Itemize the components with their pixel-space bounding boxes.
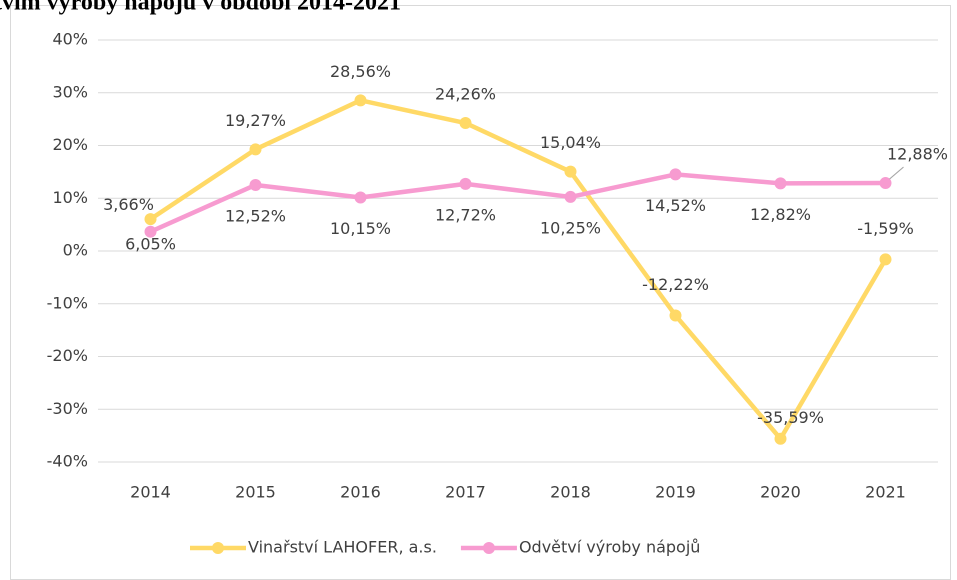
data-point	[144, 225, 157, 238]
y-tick-label: 30%	[52, 82, 88, 101]
data-point	[774, 432, 787, 445]
data-label: 10,15%	[330, 219, 391, 238]
data-label: 12,82%	[750, 205, 811, 224]
data-label: 12,72%	[435, 205, 496, 224]
x-tick-label: 2016	[340, 483, 381, 502]
data-point	[564, 190, 577, 203]
data-point	[249, 143, 262, 156]
y-tick-label: 20%	[52, 135, 88, 154]
x-tick-label: 2021	[865, 483, 906, 502]
y-tick-label: 40%	[52, 30, 88, 49]
data-point	[459, 117, 472, 130]
data-point	[669, 168, 682, 181]
legend-marker	[212, 542, 224, 554]
x-tick-label: 2014	[130, 483, 171, 502]
data-point	[669, 309, 682, 322]
x-tick-label: 2018	[550, 483, 591, 502]
series-line	[149, 98, 888, 441]
leader-line	[889, 166, 904, 180]
x-tick-label: 2020	[760, 483, 801, 502]
data-point	[564, 165, 577, 178]
x-tick-label: 2019	[655, 483, 696, 502]
y-tick-label: -20%	[47, 346, 88, 365]
data-label: 3,66%	[103, 195, 154, 214]
data-point	[354, 94, 367, 107]
data-label: -35,59%	[757, 408, 824, 427]
legend-label: Odvětví výroby nápojů	[519, 538, 700, 557]
y-tick-label: 10%	[52, 188, 88, 207]
data-point	[879, 177, 892, 190]
data-label: 6,05%	[125, 235, 176, 254]
data-point	[459, 177, 472, 190]
data-label: 19,27%	[225, 111, 286, 130]
legend-marker	[482, 542, 495, 554]
chart-border	[10, 5, 951, 580]
data-label: -12,22%	[642, 275, 709, 294]
y-tick-label: -10%	[47, 293, 88, 312]
data-point	[354, 191, 367, 204]
data-point	[879, 253, 892, 266]
y-tick-label: -40%	[47, 452, 88, 471]
legend-label: Vinařství LAHOFER, a.s.	[248, 538, 437, 557]
data-label: -1,59%	[857, 219, 914, 238]
x-tick-label: 2017	[445, 483, 486, 502]
data-point	[144, 213, 157, 226]
data-label: 24,26%	[435, 85, 496, 104]
y-tick-label: -30%	[47, 399, 88, 418]
series-line	[149, 172, 886, 234]
data-label: 12,52%	[225, 206, 286, 225]
data-point	[249, 178, 262, 191]
y-tick-label: 0%	[63, 241, 88, 260]
data-label: 12,88%	[887, 145, 948, 164]
x-tick-label: 2015	[235, 483, 276, 502]
chart-title: tvím výroby nápojů v období 2014-2021	[0, 0, 401, 16]
data-label: 14,52%	[645, 196, 706, 215]
data-label: 28,56%	[330, 62, 391, 81]
data-label: 10,25%	[540, 218, 601, 237]
data-point	[774, 177, 787, 190]
data-label: 15,04%	[540, 133, 601, 152]
